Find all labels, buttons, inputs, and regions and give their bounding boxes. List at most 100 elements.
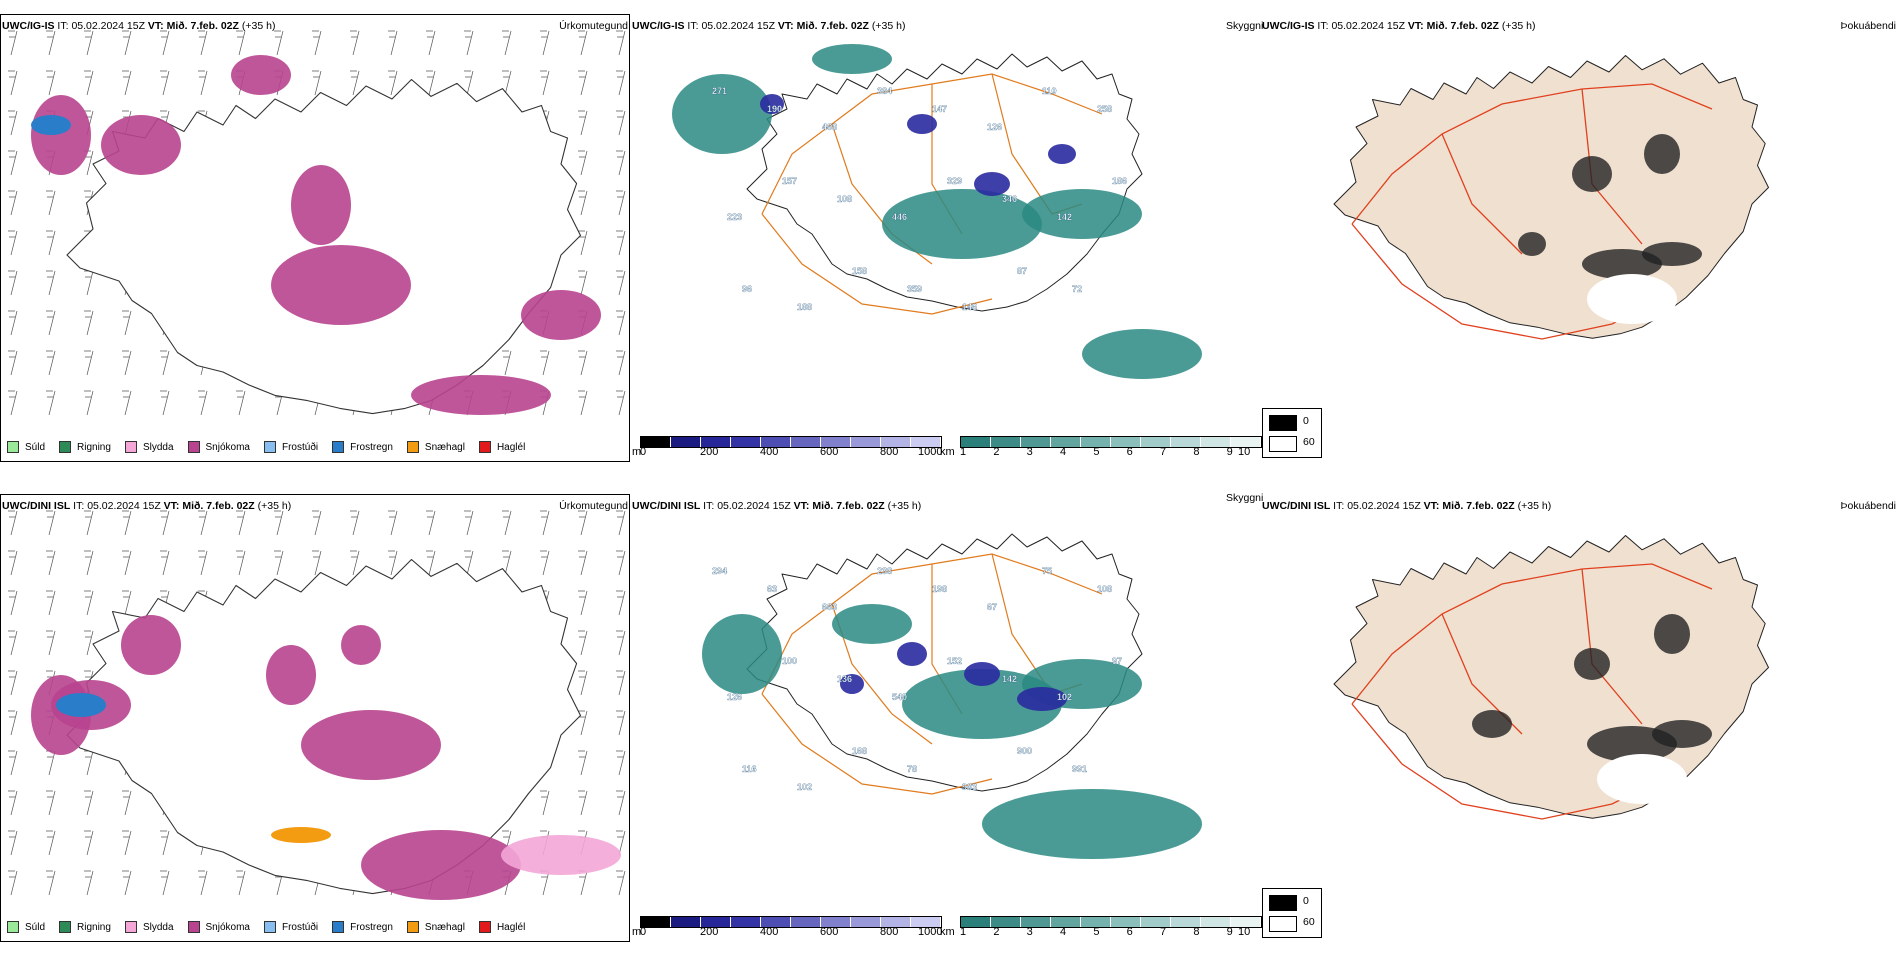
colorbar-step [1231,917,1261,927]
legend-label: Snjókoma [205,921,250,933]
colorbar-tick-label: 3 [1026,446,1033,458]
visibility-value-label: 238 [877,566,892,576]
colorbar-tick-label: 5 [1093,446,1100,458]
colorbar-tick-label: 800 [880,446,899,458]
legend-swatch [7,921,19,933]
colorbar-step [731,917,761,927]
iceland-outline [1333,535,1770,819]
visibility-value-label: 468 [822,122,837,132]
colorbar-tick-label: 400 [760,446,779,458]
precip-type-panel-bottom: Súld Rigning Slydda Snjókoma Frostúði Frostre… [0,480,632,955]
visibility-value-label: 446 [892,212,907,222]
legend-swatch [59,441,72,453]
panel-header: UWC/IG-IS IT: 05.02.2024 15Z VT: Mið. 7.… [1262,20,1536,32]
legend-item-frostregn: Frostregn [332,921,393,933]
legend-item-slydda: Slydda [124,441,174,453]
colorbar-step [761,437,791,447]
fog-legend-bottom: 0 60 [1262,888,1322,938]
colorbar-tick-label: 200 [700,926,719,938]
colorbar-tick-label: 3 [1026,926,1033,938]
colorbar-step [991,437,1021,447]
fog-indicator-dark-areas [1518,134,1702,279]
colorbar-tick-label: 1000 [918,446,943,458]
legend-label: Súld [25,441,46,453]
visibility-m-areas [840,642,1067,711]
legend-label: Snæhagl [424,921,465,933]
visibility-value-label: 168 [852,746,867,756]
colorbar-step [671,437,701,447]
colorbar-tick-label: 10 [1238,926,1251,938]
visibility-map[interactable]: 271 190 468 384 147 126 110 258 223 157 108 446 329 3… [632,34,1262,434]
colorbar-step [761,917,791,927]
visibility-value-label: 158 [852,266,867,276]
visibility-value-label: 108 [837,194,852,204]
legend-swatch [7,441,19,453]
legend-swatch [478,441,491,453]
precip-map[interactable] [1,495,630,942]
visibility-value-label: 384 [877,86,892,96]
legend-label: Snæhagl [424,441,465,453]
visibility-value-label: 108 [1097,584,1112,594]
freezing-rain-area [56,693,106,717]
fog-legend-black-swatch [1269,895,1297,911]
visibility-value-label: 142 [1002,674,1017,684]
colorbar-step [701,437,731,447]
visibility-value-label: 991 [1072,764,1087,774]
legend-item-súld: Súld [7,921,45,933]
legend-label: Rigning [77,441,111,453]
visibility-value-label: 983 [962,782,977,792]
colorbar-step [1111,437,1141,447]
legend-item-súld: Súld [7,441,45,453]
visibility-value-label: 359 [907,284,922,294]
visibility-panel-top: UWC/IG-IS IT: 05.02.2024 15Z VT: Mið. 7.… [632,0,1262,475]
colorbar-tick-label: 4 [1060,446,1067,458]
colorbar-step [1051,917,1081,927]
colorbar-tick-label: 6 [1126,926,1133,938]
precip-map[interactable] [1,15,630,462]
fog-indicator-dark-areas [1472,614,1712,762]
fog-legend-black-label: 0 [1303,415,1309,427]
visibility-value-label: 258 [1097,104,1112,114]
visibility-panel-bottom: UWC/DINI ISL IT: 05.02.2024 15Z VT: Mið.… [632,480,1262,955]
visibility-km-colorbar-unit: km [940,446,955,458]
colorbar-step [1051,437,1081,447]
colorbar-step [961,917,991,927]
colorbar-tick-label: 600 [820,446,839,458]
colorbar-step [791,917,821,927]
colorbar-step [961,437,991,447]
snowfall-areas [31,615,521,900]
colorbar-step [731,437,761,447]
visibility-value-label: 346 [1002,194,1017,204]
fog-legend-black-label: 0 [1303,895,1309,907]
legend-label: Frostregn [350,441,393,453]
colorbar-step [1141,437,1171,447]
colorbar-step [1171,437,1201,447]
colorbar-step [1141,917,1171,927]
colorbar-tick-label: 6 [1126,446,1133,458]
precip-legend: Súld Rigning Slydda Snjókoma Frostúði Frostre… [7,921,539,933]
visibility-km-areas [672,44,1202,379]
legend-swatch [124,441,137,453]
colorbar-tick-label: 4 [1060,926,1067,938]
fog-indicator-map[interactable] [1262,34,1900,434]
legend-item-snæhagl: Snæhagl [406,441,465,453]
visibility-map[interactable]: 294 63 663 238 198 67 75 108 126 100 136 540 152 142 1… [632,514,1262,914]
visibility-value-label: 190 [767,104,782,114]
panel-header: UWC/DINI ISL IT: 05.02.2024 15Z VT: Mið.… [1262,500,1552,512]
panel-title: Úrkomutegund [559,500,628,512]
colorbar-step [641,437,671,447]
visibility-value-label: 223 [727,212,742,222]
iceland-outline [1333,55,1770,339]
visibility-value-label: 157 [782,176,797,186]
visibility-value-label: 110 [1042,86,1057,96]
fog-indicator-map[interactable] [1262,514,1900,914]
legend-item-snæhagl: Snæhagl [406,921,465,933]
legend-label: Frostregn [350,921,393,933]
legend-label: Haglél [496,921,526,933]
colorbar-step [1081,917,1111,927]
colorbar-tick-label: 400 [760,926,779,938]
visibility-title: Skyggni [1226,492,1264,504]
legend-label: Snjókoma [205,441,250,453]
colorbar-step [1201,917,1231,927]
visibility-km-colorbar-unit: km [940,926,955,938]
